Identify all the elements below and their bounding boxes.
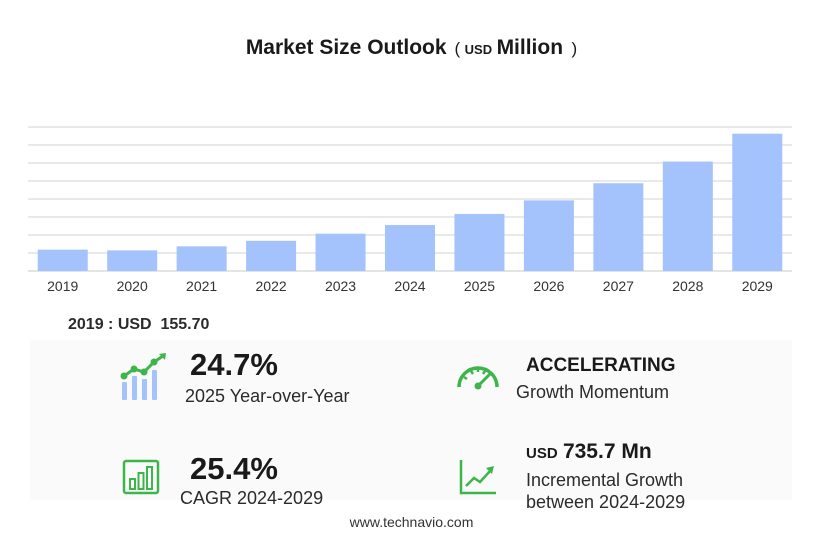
bar-2027 bbox=[593, 183, 644, 271]
x-tick-label: 2019 bbox=[47, 278, 78, 294]
x-tick-label: 2029 bbox=[742, 278, 773, 294]
trend-line-icon bbox=[459, 460, 496, 495]
incremental-currency: USD bbox=[526, 445, 558, 462]
bar-2025 bbox=[454, 213, 505, 271]
yoy-label: 2025 Year-over-Year bbox=[185, 386, 350, 406]
bar-chart-icon bbox=[122, 459, 160, 495]
x-tick-label: 2025 bbox=[464, 278, 495, 294]
x-tick-label: 2024 bbox=[394, 278, 425, 294]
title-currency: USD bbox=[464, 42, 493, 57]
bar-2028 bbox=[662, 161, 713, 271]
title-text: Market Size Outlook bbox=[245, 36, 447, 59]
x-tick-label: 2020 bbox=[117, 278, 148, 294]
bar-2021 bbox=[176, 246, 227, 271]
cagr-value: 25.4% bbox=[190, 451, 278, 486]
x-tick-label: 2021 bbox=[186, 278, 217, 294]
title-open-paren: ( bbox=[454, 39, 461, 58]
bar-2024 bbox=[385, 225, 435, 271]
bar-2019 bbox=[37, 249, 88, 271]
speedometer-icon bbox=[457, 366, 499, 390]
x-tick-label: 2023 bbox=[325, 278, 356, 294]
bar-2023 bbox=[315, 233, 366, 271]
x-tick-label: 2027 bbox=[603, 278, 634, 294]
incremental-label-1: Incremental Growth bbox=[526, 470, 684, 490]
x-tick-label: 2028 bbox=[672, 278, 703, 294]
yoy-value: 24.7% bbox=[190, 347, 278, 382]
momentum-label: Growth Momentum bbox=[516, 382, 670, 402]
x-tick-label: 2022 bbox=[256, 278, 287, 294]
bars bbox=[37, 133, 783, 271]
x-axis-ticks: 2019 2020 2021 2022 2023 2024 2025 2026 2027 2028… bbox=[47, 278, 773, 294]
bar-2026 bbox=[523, 200, 574, 271]
title-close-paren: ) bbox=[571, 39, 578, 58]
cagr-label: CAGR 2024-2029 bbox=[180, 488, 324, 508]
incremental-value: 735.7 Mn bbox=[562, 440, 652, 463]
momentum-value: ACCELERATING bbox=[526, 355, 676, 376]
source-footer: www.technavio.com bbox=[349, 514, 474, 530]
title-unit: Million bbox=[496, 36, 564, 59]
bar-growth-icon bbox=[120, 353, 166, 400]
chart-title: Market Size Outlook ( USD Million ) bbox=[0, 36, 823, 60]
x-tick-label: 2026 bbox=[533, 278, 564, 294]
incremental-label-2: between 2024-2029 bbox=[526, 492, 686, 512]
incremental-value-row: USD 735.7 Mn bbox=[526, 440, 652, 464]
base-year-value: 2019 : USD 155.70 bbox=[68, 316, 210, 333]
bar-2022 bbox=[246, 240, 297, 271]
bar-2029 bbox=[732, 133, 783, 271]
bar-2020 bbox=[107, 250, 158, 271]
bar-chart: 2019 2020 2021 2022 2023 2024 2025 2026 2027 2028… bbox=[28, 126, 792, 294]
